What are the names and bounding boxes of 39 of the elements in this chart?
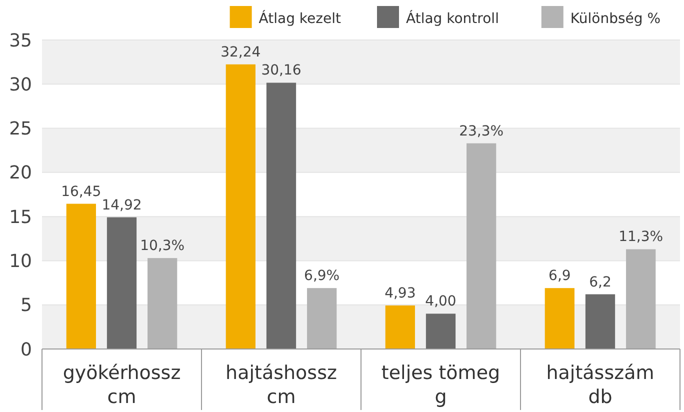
x-tick-label: hajtáshossz cm <box>226 362 337 408</box>
data-label: 32,24 <box>220 44 261 60</box>
data-label: 6,9% <box>304 268 340 284</box>
bar <box>106 217 137 349</box>
legend-label: Különbség % <box>570 11 661 27</box>
bar <box>148 258 178 349</box>
y-tick-label: 10 <box>9 251 32 272</box>
legend-label: Átlag kezelt <box>258 10 342 27</box>
y-tick-label: 25 <box>9 118 32 140</box>
data-label: 11,3% <box>618 229 664 246</box>
data-label: 10,3% <box>140 238 185 254</box>
data-label: 30,16 <box>261 62 302 79</box>
y-tick-label: 35 <box>9 30 32 52</box>
data-label: 6,9 <box>548 268 571 284</box>
bar <box>266 82 296 349</box>
bar <box>385 305 415 349</box>
bar <box>544 288 574 349</box>
data-label: 23,3% <box>459 123 504 140</box>
y-tick-label: 0 <box>20 339 32 360</box>
data-label: 6,2 <box>589 274 612 290</box>
bar <box>66 204 96 349</box>
y-tick-label: 5 <box>20 295 32 316</box>
y-tick-label: 30 <box>9 74 32 96</box>
y-tick-label: 20 <box>9 162 32 184</box>
x-tick-label: teljes tömeg g <box>381 362 500 408</box>
bar <box>466 143 496 349</box>
y-tick-label: 15 <box>9 206 32 228</box>
bar <box>626 249 656 349</box>
data-label: 16,45 <box>61 184 102 200</box>
x-tick-label: hajtásszám db <box>546 362 654 408</box>
data-label: 4,00 <box>425 294 456 310</box>
legend-label: Átlag kontroll <box>406 10 499 27</box>
bar <box>426 314 456 349</box>
data-label: 14,92 <box>102 197 142 214</box>
data-label: 4,93 <box>384 285 416 302</box>
x-tick-label: gyökérhossz cm <box>62 362 181 408</box>
bar <box>307 288 337 349</box>
bar <box>585 294 616 349</box>
bar <box>226 64 256 349</box>
